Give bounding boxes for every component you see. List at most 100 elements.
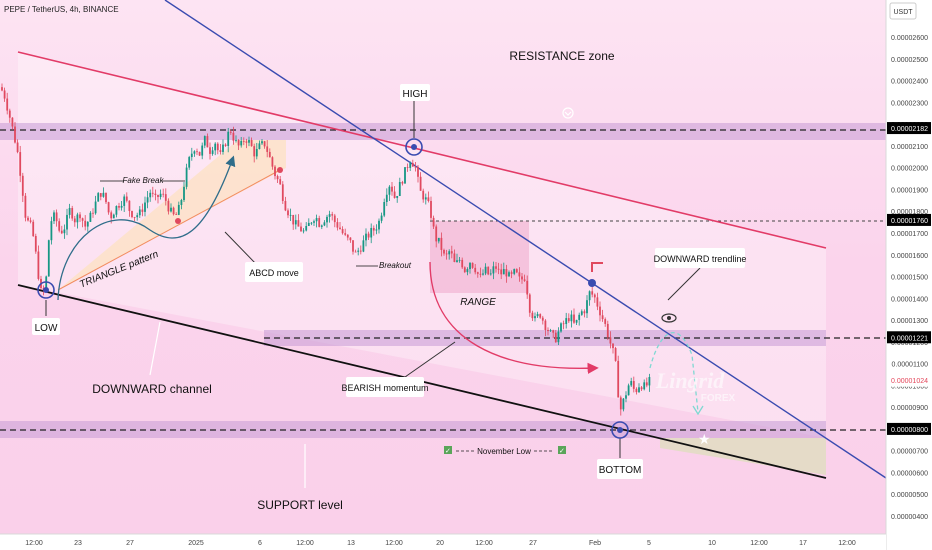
candle-body [201, 145, 204, 156]
scroll-down-icon[interactable] [562, 107, 574, 119]
time-tick-label: 12:00 [475, 540, 493, 547]
candle-body [196, 151, 198, 153]
price-tick-label: 0.00000900 [891, 405, 928, 412]
candle-body [76, 214, 79, 223]
candle-body [94, 201, 97, 214]
candle-body [248, 140, 250, 143]
price-axis-panel[interactable] [886, 0, 932, 550]
candle-body [500, 269, 503, 275]
candle-body [131, 211, 133, 218]
candle-body [645, 382, 648, 386]
candle-body [437, 237, 440, 242]
candle-body [229, 131, 232, 133]
candle-body [318, 218, 321, 227]
downward-trendline-label: DOWNWARD trendline [654, 248, 746, 268]
candle-body [107, 202, 110, 213]
candle-body [206, 136, 209, 148]
low-marker [37, 281, 55, 299]
price-tick-label: 0.00002600 [891, 35, 928, 42]
candle-body [570, 314, 573, 322]
high-label-text: HIGH [403, 89, 428, 100]
time-tick-label: 13 [347, 540, 355, 547]
candle-body [510, 272, 513, 274]
bearish-momentum-label: BEARISH momentum [341, 377, 429, 397]
currency-label: USDT [893, 9, 913, 16]
candle-body [414, 166, 417, 168]
candle-body [528, 294, 531, 313]
candle-body [583, 311, 586, 314]
time-tick-label: Feb [589, 540, 601, 547]
candle-body [245, 141, 248, 143]
downward-trendline [164, 0, 887, 479]
candle-body [240, 140, 243, 146]
candle-body [370, 227, 373, 238]
candle-body [27, 217, 29, 221]
candle-body [372, 227, 375, 231]
candle-body [24, 195, 27, 218]
price-tick-label: 0.00001500 [891, 275, 928, 282]
candle-body [643, 382, 646, 390]
flag-icon [591, 262, 603, 272]
candle-body [211, 150, 214, 154]
candle-body [599, 306, 601, 316]
candle-body [128, 200, 131, 212]
candle-body [539, 314, 542, 318]
candle-body [331, 214, 334, 216]
candle-body [427, 197, 430, 201]
candle-body [242, 140, 245, 142]
candle-body [79, 214, 81, 219]
candle-body [367, 233, 370, 238]
candle-body [214, 143, 217, 151]
candle-body [120, 205, 123, 208]
candle-body [609, 337, 612, 344]
price-tick-label: 0.00000500 [891, 492, 928, 499]
candle-body [232, 132, 235, 141]
candle-body [37, 251, 40, 279]
eye-icon [661, 313, 677, 323]
price-tick-label: 0.00001700 [891, 231, 928, 238]
candle-body [68, 208, 71, 215]
candle-body [19, 152, 22, 176]
candle-body [508, 272, 510, 277]
downward-channel-label: DOWNWARD channel [92, 382, 212, 396]
candle-body [385, 194, 388, 202]
candle-body [71, 208, 74, 219]
time-axis-panel[interactable] [0, 534, 886, 550]
candle-body [219, 150, 222, 152]
candle-body [45, 276, 48, 291]
candle-body [612, 343, 614, 349]
candle-body [505, 269, 508, 277]
abcd-move-text: ABCD move [249, 268, 299, 278]
candle-body [354, 251, 357, 253]
candle-body [261, 141, 263, 144]
candle-body [411, 162, 414, 167]
time-tick-label: 5 [647, 540, 651, 547]
level-price-badge: 0.00000800 [887, 422, 931, 435]
candle-body [541, 317, 544, 321]
candle-body [526, 280, 529, 295]
candle-body [495, 266, 497, 269]
time-tick-label: 12:00 [750, 540, 768, 547]
candle-body [341, 229, 344, 234]
candle-body [482, 273, 484, 275]
candle-body [255, 148, 258, 157]
candle-body [557, 331, 560, 343]
candle-body [430, 200, 432, 218]
candle-body [362, 240, 365, 252]
candle-body [544, 320, 547, 330]
candle-body [292, 214, 295, 225]
svg-text:✓: ✓ [559, 447, 565, 455]
candle-body [352, 240, 354, 252]
currency-box[interactable]: USDT [889, 2, 917, 20]
candle-body [565, 318, 568, 324]
candle-body [253, 146, 256, 157]
candle-body [383, 201, 386, 216]
price-tick-label: 0.00000600 [891, 470, 928, 477]
candle-body [547, 329, 549, 332]
candle-body [375, 229, 378, 231]
candle-body [185, 167, 188, 187]
candle-body [307, 222, 310, 226]
candle-body [313, 221, 315, 223]
candle-body [92, 212, 94, 214]
